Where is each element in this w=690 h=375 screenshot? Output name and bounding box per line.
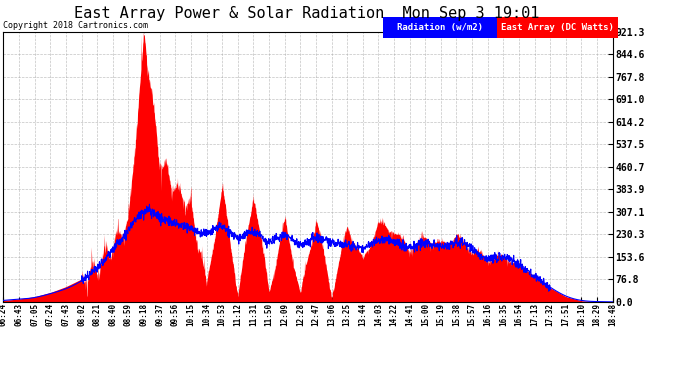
Text: East Array (DC Watts): East Array (DC Watts)	[501, 22, 613, 32]
Text: Copyright 2018 Cartronics.com: Copyright 2018 Cartronics.com	[3, 21, 148, 30]
Text: East Array Power & Solar Radiation  Mon Sep 3 19:01: East Array Power & Solar Radiation Mon S…	[75, 6, 540, 21]
Text: Radiation (w/m2): Radiation (w/m2)	[397, 22, 483, 32]
